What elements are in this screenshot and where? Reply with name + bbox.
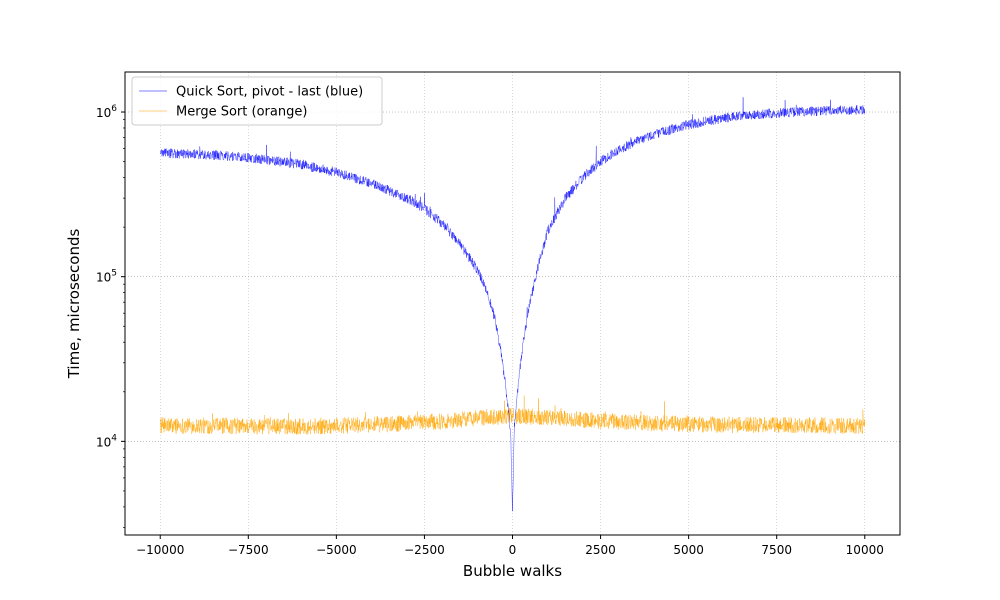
series-layer — [160, 97, 865, 512]
x-tick-label: −2500 — [404, 543, 445, 557]
x-tick-label: 5000 — [673, 543, 704, 557]
series-line-1 — [160, 395, 865, 435]
x-tick-label: 0 — [509, 543, 517, 557]
x-tick-label: 10000 — [846, 543, 884, 557]
legend-label-merge-sort: Merge Sort (orange) — [176, 105, 307, 120]
y-tick-label: 105 — [96, 269, 117, 285]
legend-label-quick-sort: Quick Sort, pivot - last (blue) — [176, 85, 363, 100]
x-tick-label: −7500 — [228, 543, 269, 557]
y-tick-label: 106 — [96, 104, 117, 120]
x-tick-label: −5000 — [316, 543, 357, 557]
legend: Quick Sort, pivot - last (blue) Merge So… — [131, 76, 383, 126]
y-tick-label: 104 — [96, 433, 117, 449]
x-tick-label: 2500 — [585, 543, 616, 557]
y-axis: 104 105 106 — [96, 104, 125, 528]
x-axis: −10000 −7500 −5000 −2500 0 2500 5000 7500 10000 — [136, 535, 884, 557]
series-line-0 — [160, 97, 865, 512]
x-tick-label: −10000 — [136, 543, 184, 557]
x-axis-label: Bubble walks — [463, 562, 562, 580]
x-tick-label: 7500 — [761, 543, 792, 557]
legend-box — [131, 76, 383, 126]
y-axis-label: Time, microseconds — [65, 229, 83, 380]
